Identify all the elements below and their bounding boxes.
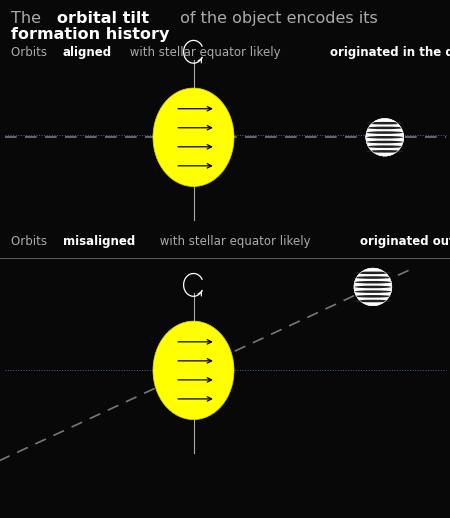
Ellipse shape bbox=[366, 126, 403, 129]
Ellipse shape bbox=[355, 271, 392, 274]
Ellipse shape bbox=[366, 146, 403, 148]
Text: originated outside the disk: originated outside the disk bbox=[360, 235, 450, 248]
Ellipse shape bbox=[355, 295, 392, 298]
Ellipse shape bbox=[355, 281, 392, 283]
Ellipse shape bbox=[355, 285, 392, 288]
Text: misaligned: misaligned bbox=[63, 235, 135, 248]
Text: orbital tilt: orbital tilt bbox=[57, 11, 148, 26]
Ellipse shape bbox=[366, 131, 403, 134]
Text: Orbits: Orbits bbox=[11, 46, 51, 59]
Text: originated in the disk: originated in the disk bbox=[330, 46, 450, 59]
Ellipse shape bbox=[355, 276, 392, 279]
Text: with stellar equator likely: with stellar equator likely bbox=[126, 46, 284, 59]
Ellipse shape bbox=[366, 119, 404, 156]
Text: of the object encodes its: of the object encodes its bbox=[176, 11, 378, 26]
Ellipse shape bbox=[153, 88, 234, 186]
Ellipse shape bbox=[366, 136, 403, 138]
Ellipse shape bbox=[354, 268, 392, 306]
Ellipse shape bbox=[355, 300, 392, 303]
Text: Orbits: Orbits bbox=[11, 235, 51, 248]
Ellipse shape bbox=[153, 321, 234, 420]
Ellipse shape bbox=[366, 122, 403, 124]
Text: aligned: aligned bbox=[63, 46, 112, 59]
Text: with stellar equator likely: with stellar equator likely bbox=[156, 235, 314, 248]
Text: The: The bbox=[11, 11, 46, 26]
Ellipse shape bbox=[366, 150, 403, 153]
Ellipse shape bbox=[355, 290, 392, 293]
Ellipse shape bbox=[366, 141, 403, 143]
Text: formation history: formation history bbox=[11, 27, 170, 42]
